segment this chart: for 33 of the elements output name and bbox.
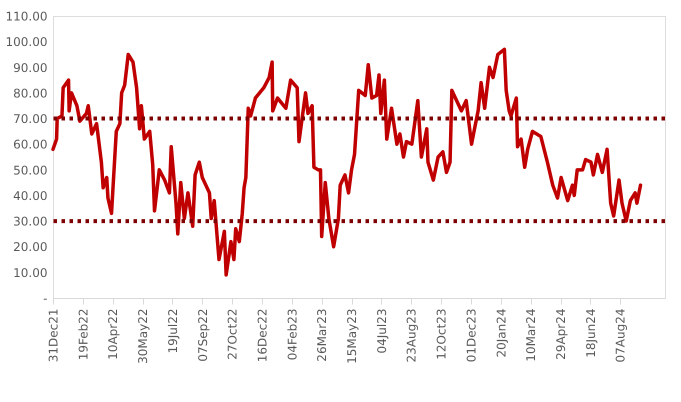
x-tick-label: 19Jul22 — [166, 308, 180, 354]
x-tick-label: 10Mar24 — [524, 308, 538, 362]
y-tick-label: 100.00 — [6, 35, 48, 50]
y-tick-label: 60.00 — [13, 138, 48, 152]
y-tick-label: 110.00 — [6, 10, 48, 24]
line-series — [51, 48, 642, 277]
x-tick-label: 23Aug23 — [404, 308, 419, 362]
x-tick-label: 27Oct22 — [226, 308, 240, 360]
x-tick-label: 01Dec23 — [464, 308, 478, 362]
x-tick-label: 18Jun24 — [584, 308, 598, 358]
x-tick-label: 10Apr22 — [106, 308, 120, 360]
x-tick-label: 31Dec21 — [46, 308, 60, 362]
y-tick-label: 80.00 — [13, 86, 48, 100]
x-tick-label: 26Mar23 — [315, 308, 330, 362]
x-tick-label: 20Jan24 — [494, 308, 508, 358]
y-tick-label: 70.00 — [13, 112, 48, 126]
y-tick-label: 20.00 — [13, 240, 48, 254]
x-tick-label: 19Feb22 — [76, 308, 90, 360]
y-tick-label: - — [43, 292, 48, 306]
y-tick-label: 50.00 — [13, 163, 48, 178]
x-tick-label: 15May23 — [345, 308, 360, 364]
y-tick-label: 40.00 — [13, 188, 48, 203]
x-tick-label: 04Feb23 — [285, 308, 300, 360]
x-tick-label: 30May22 — [136, 308, 150, 364]
x-tick-label: 29Apr24 — [554, 308, 568, 360]
x-tick-label: 16Dec22 — [255, 308, 270, 362]
x-tick-label: 12Oct23 — [434, 308, 449, 360]
x-tick-label: 07Sep22 — [196, 308, 210, 362]
y-tick-label: 90.00 — [13, 60, 48, 75]
y-tick-label: 10.00 — [13, 266, 48, 280]
x-tick-label: 07Aug24 — [614, 308, 628, 362]
x-tick-label: 04Jul23 — [374, 308, 389, 354]
y-tick-label: 30.00 — [13, 214, 48, 229]
